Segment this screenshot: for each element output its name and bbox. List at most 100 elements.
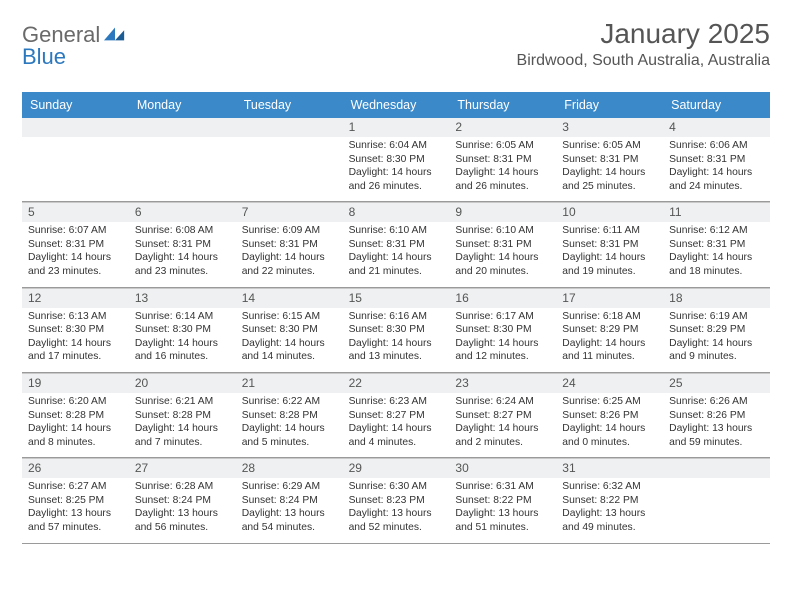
sunrise-text: Sunrise: 6:13 AM (28, 310, 123, 324)
sunset-text: Sunset: 8:26 PM (669, 409, 764, 423)
daylight-text-2: and 56 minutes. (135, 521, 230, 535)
daylight-text-1: Daylight: 14 hours (135, 422, 230, 436)
sunset-text: Sunset: 8:30 PM (349, 153, 444, 167)
week-numstrip: 262728293031 (22, 458, 770, 478)
day-number: 26 (22, 459, 129, 478)
daylight-text-1: Daylight: 14 hours (455, 166, 550, 180)
daylight-text-2: and 26 minutes. (349, 180, 444, 194)
daylight-text-1: Daylight: 14 hours (242, 251, 337, 265)
day-number (663, 459, 770, 478)
daylight-text-1: Daylight: 13 hours (669, 422, 764, 436)
day-cell (129, 137, 236, 201)
page-header: General January 2025 Birdwood, South Aus… (22, 18, 770, 70)
sunrise-text: Sunrise: 6:16 AM (349, 310, 444, 324)
daylight-text-2: and 51 minutes. (455, 521, 550, 535)
sunset-text: Sunset: 8:24 PM (242, 494, 337, 508)
day-cell: Sunrise: 6:05 AMSunset: 8:31 PMDaylight:… (449, 137, 556, 201)
day-cell: Sunrise: 6:07 AMSunset: 8:31 PMDaylight:… (22, 222, 129, 286)
sunset-text: Sunset: 8:22 PM (562, 494, 657, 508)
daylight-text-2: and 2 minutes. (455, 436, 550, 450)
daylight-text-2: and 8 minutes. (28, 436, 123, 450)
week-contentstrip: Sunrise: 6:07 AMSunset: 8:31 PMDaylight:… (22, 222, 770, 287)
daylight-text-2: and 17 minutes. (28, 350, 123, 364)
daylight-text-2: and 11 minutes. (562, 350, 657, 364)
day-number: 22 (343, 374, 450, 393)
logo-text-blue: Blue (22, 44, 66, 69)
daylight-text-2: and 52 minutes. (349, 521, 444, 535)
sunset-text: Sunset: 8:30 PM (349, 323, 444, 337)
sunset-text: Sunset: 8:30 PM (242, 323, 337, 337)
sunrise-text: Sunrise: 6:32 AM (562, 480, 657, 494)
daylight-text-1: Daylight: 14 hours (349, 251, 444, 265)
day-number: 18 (663, 289, 770, 308)
sunset-text: Sunset: 8:28 PM (242, 409, 337, 423)
day-cell: Sunrise: 6:10 AMSunset: 8:31 PMDaylight:… (343, 222, 450, 286)
daylight-text-1: Daylight: 13 hours (455, 507, 550, 521)
calendar-page: General January 2025 Birdwood, South Aus… (0, 0, 792, 612)
daylight-text-2: and 5 minutes. (242, 436, 337, 450)
day-number: 19 (22, 374, 129, 393)
weekday-tuesday: Tuesday (236, 92, 343, 118)
logo-mark-icon (102, 25, 126, 46)
daylight-text-1: Daylight: 14 hours (135, 337, 230, 351)
day-cell (22, 137, 129, 201)
sunrise-text: Sunrise: 6:12 AM (669, 224, 764, 238)
day-number: 1 (343, 118, 450, 137)
daylight-text-1: Daylight: 14 hours (669, 166, 764, 180)
daylight-text-1: Daylight: 14 hours (28, 251, 123, 265)
day-cell: Sunrise: 6:24 AMSunset: 8:27 PMDaylight:… (449, 393, 556, 457)
sunset-text: Sunset: 8:31 PM (455, 238, 550, 252)
weekday-monday: Monday (129, 92, 236, 118)
day-cell: Sunrise: 6:11 AMSunset: 8:31 PMDaylight:… (556, 222, 663, 286)
daylight-text-1: Daylight: 14 hours (669, 337, 764, 351)
sunset-text: Sunset: 8:31 PM (669, 238, 764, 252)
day-cell: Sunrise: 6:16 AMSunset: 8:30 PMDaylight:… (343, 308, 450, 372)
week-numstrip: 567891011 (22, 202, 770, 222)
daylight-text-1: Daylight: 14 hours (349, 422, 444, 436)
sunrise-text: Sunrise: 6:21 AM (135, 395, 230, 409)
daylight-text-1: Daylight: 14 hours (242, 422, 337, 436)
day-number: 6 (129, 203, 236, 222)
day-number: 8 (343, 203, 450, 222)
day-cell: Sunrise: 6:23 AMSunset: 8:27 PMDaylight:… (343, 393, 450, 457)
daylight-text-1: Daylight: 14 hours (28, 422, 123, 436)
daylight-text-1: Daylight: 14 hours (562, 251, 657, 265)
daylight-text-2: and 25 minutes. (562, 180, 657, 194)
sunrise-text: Sunrise: 6:17 AM (455, 310, 550, 324)
sunset-text: Sunset: 8:31 PM (562, 238, 657, 252)
daylight-text-2: and 54 minutes. (242, 521, 337, 535)
daylight-text-1: Daylight: 13 hours (562, 507, 657, 521)
weekday-friday: Friday (556, 92, 663, 118)
daylight-text-2: and 23 minutes. (28, 265, 123, 279)
day-number: 4 (663, 118, 770, 137)
day-number: 12 (22, 289, 129, 308)
daylight-text-2: and 26 minutes. (455, 180, 550, 194)
day-cell: Sunrise: 6:05 AMSunset: 8:31 PMDaylight:… (556, 137, 663, 201)
daylight-text-1: Daylight: 14 hours (455, 337, 550, 351)
day-number: 10 (556, 203, 663, 222)
daylight-text-1: Daylight: 14 hours (562, 337, 657, 351)
day-number: 20 (129, 374, 236, 393)
daylight-text-2: and 20 minutes. (455, 265, 550, 279)
week-contentstrip: Sunrise: 6:13 AM Sunset: 8:30 PM Daylight:… (22, 308, 770, 373)
day-cell: Sunrise: 6:10 AMSunset: 8:31 PMDaylight:… (449, 222, 556, 286)
title-block: January 2025 Birdwood, South Australia, … (517, 18, 770, 70)
sunrise-text: Sunrise: 6:09 AM (242, 224, 337, 238)
sunset-text: Sunset: 8:31 PM (28, 238, 123, 252)
sunset-text: Sunset: 8:31 PM (349, 238, 444, 252)
daylight-text-2: and 4 minutes. (349, 436, 444, 450)
weekday-sunday: Sunday (22, 92, 129, 118)
day-cell: Sunrise: 6:14 AMSunset: 8:30 PMDaylight:… (129, 308, 236, 372)
day-cell: Sunrise: 6:28 AMSunset: 8:24 PMDaylight:… (129, 478, 236, 542)
daylight-text-1: Daylight: 14 hours (562, 166, 657, 180)
sunset-text: Sunset: 8:29 PM (562, 323, 657, 337)
daylight-text-2: and 49 minutes. (562, 521, 657, 535)
week-numstrip: 12131415161718 (22, 288, 770, 308)
daylight-text-1: Daylight: 13 hours (28, 507, 123, 521)
day-number: 31 (556, 459, 663, 478)
day-cell: Sunrise: 6:26 AMSunset: 8:26 PMDaylight:… (663, 393, 770, 457)
sunrise-text: Sunrise: 6:05 AM (455, 139, 550, 153)
day-cell: Sunrise: 6:30 AMSunset: 8:23 PMDaylight:… (343, 478, 450, 542)
daylight-text-2: and 23 minutes. (135, 265, 230, 279)
day-number: 2 (449, 118, 556, 137)
